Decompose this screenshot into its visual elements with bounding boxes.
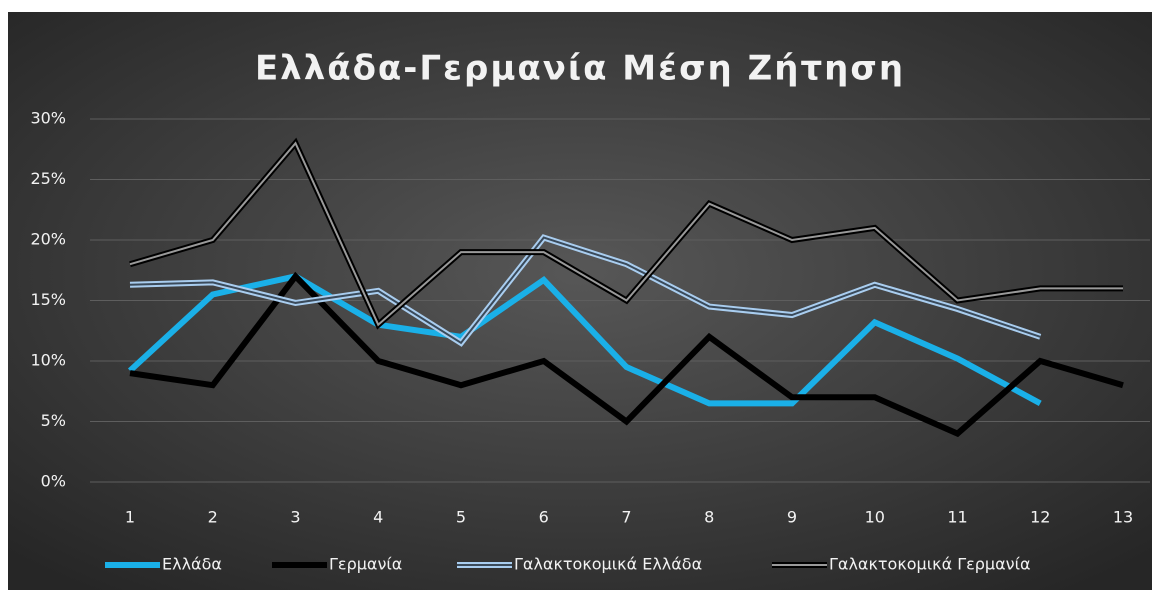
series-line [127, 273, 1042, 407]
legend-label: Γαλακτοκομικά Ελλάδα [514, 555, 702, 574]
y-tick-label: 20% [30, 230, 66, 249]
x-tick-label: 7 [621, 508, 631, 527]
x-tick-label: 6 [539, 508, 549, 527]
x-tick-label: 10 [865, 508, 885, 527]
legend-label: Γερμανία [329, 555, 402, 574]
legend-label: Ελλάδα [162, 555, 222, 574]
x-tick-label: 2 [208, 508, 218, 527]
x-tick-label: 4 [373, 508, 383, 527]
x-tick-label: 5 [456, 508, 466, 527]
x-tick-label: 12 [1030, 508, 1050, 527]
x-tick-label: 1 [125, 508, 135, 527]
series-line [129, 271, 1124, 438]
y-tick-label: 10% [30, 351, 66, 370]
x-tick-label: 8 [704, 508, 714, 527]
x-tick-label: 11 [947, 508, 967, 527]
y-tick-label: 5% [41, 411, 66, 430]
y-tick-label: 0% [41, 472, 66, 491]
series-line-inner [129, 236, 1041, 345]
x-tick-label: 13 [1113, 508, 1133, 527]
x-tick-label: 3 [290, 508, 300, 527]
series-line-inner [129, 141, 1123, 327]
y-tick-label: 15% [30, 290, 66, 309]
x-tick-label: 9 [787, 508, 797, 527]
legend-label: Γαλακτοκομικά Γερμανία [829, 555, 1031, 574]
y-tick-label: 25% [30, 169, 66, 188]
chart-title: Ελλάδα-Γερμανία Μέση Ζήτηση [255, 49, 905, 89]
y-tick-label: 30% [30, 109, 66, 128]
